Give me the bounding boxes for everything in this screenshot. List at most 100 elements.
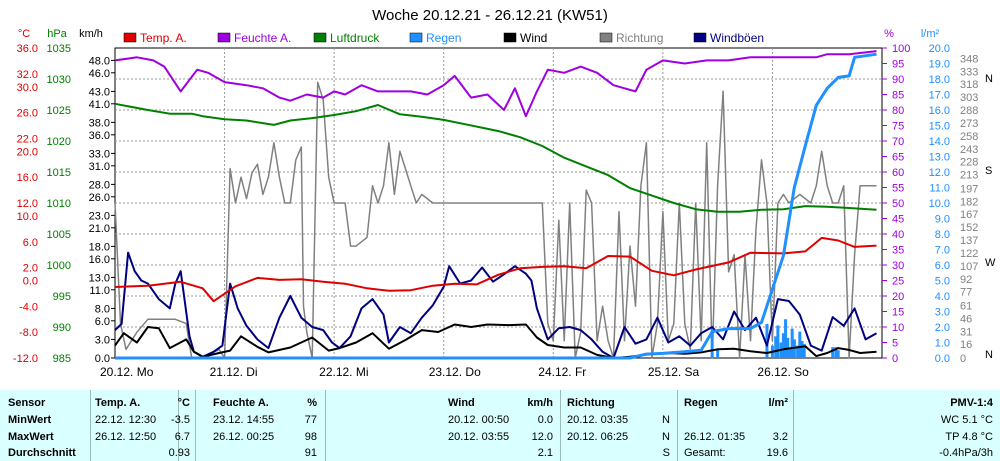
wind-max-value: 12.0 xyxy=(531,431,553,443)
direction-tick-label: 333 xyxy=(960,66,978,78)
direction-letter: N xyxy=(985,73,993,85)
rain-tick-label: 6.0 xyxy=(935,260,950,272)
x-tick-label: 21.12. Di xyxy=(210,365,258,379)
direction-letter: S xyxy=(985,165,992,177)
humidity-tick-label: 0 xyxy=(892,353,898,365)
legend-label: Windböen xyxy=(710,31,764,45)
rain-tick-label: 17.0 xyxy=(929,90,950,102)
wind-tick-label: 13.0 xyxy=(89,272,110,284)
hum-min-time: 23.12. 14:55 xyxy=(213,414,275,426)
humidity-tick-label: 25 xyxy=(892,276,904,288)
direction-tick-label: 31 xyxy=(960,326,972,338)
humidity-tick-label: 65 xyxy=(892,152,904,164)
dir-max-value: N xyxy=(662,431,670,443)
humidity-tick-label: 75 xyxy=(892,121,904,133)
wind-tick-label: 8.0 xyxy=(95,303,110,315)
durchschnitt-label: Durchschnitt xyxy=(8,447,76,459)
direction-tick-label: 61 xyxy=(960,300,972,312)
legend-label: Temp. A. xyxy=(140,31,187,45)
hum-avg-value: 91 xyxy=(304,447,317,459)
series-wind xyxy=(114,323,877,359)
legend-swatch xyxy=(693,32,707,43)
humidity-tick-label: 50 xyxy=(892,198,904,210)
wind-tick-label: 33.0 xyxy=(89,148,110,160)
temp-tick-label: 30.0 xyxy=(17,82,38,94)
rain-tick-label: 2.0 xyxy=(935,322,950,334)
series-windböen xyxy=(114,251,877,359)
direction-tick-label: 16 xyxy=(960,339,972,351)
wind-axis-unit: km/h xyxy=(79,28,103,40)
wind-unit: km/h xyxy=(527,397,553,409)
pressure-tick-label: 1020 xyxy=(47,136,71,148)
direction-tick-label: 288 xyxy=(960,105,978,117)
legend-swatch xyxy=(313,32,327,43)
direction-tick-label: 182 xyxy=(960,196,978,208)
rain-tick-label: 0.0 xyxy=(935,353,950,365)
direction-tick-label: 273 xyxy=(960,118,978,130)
rain-tick-label: 14.0 xyxy=(929,136,950,148)
humidity-tick-label: 55 xyxy=(892,183,904,195)
direction-tick-label: 92 xyxy=(960,274,972,286)
rain-rate-bar xyxy=(831,347,835,358)
wind-tick-label: 41.0 xyxy=(89,99,110,111)
x-tick-label: 23.12. Do xyxy=(429,365,481,379)
summary-panel: Sensor MinWert MaxWert Durchschnitt Temp… xyxy=(0,390,1000,461)
direction-tick-label: 137 xyxy=(960,235,978,247)
legend-label: Regen xyxy=(426,31,461,45)
rain-rate-bar xyxy=(765,323,769,358)
temp-tick-label: 26.0 xyxy=(17,108,38,120)
legend-swatch xyxy=(123,32,137,43)
direction-tick-label: 167 xyxy=(960,209,978,221)
legend-swatch xyxy=(599,32,613,43)
rain-tick-label: 8.0 xyxy=(935,229,950,241)
rain-header: Regen xyxy=(684,397,718,409)
pressure-tick-label: 1030 xyxy=(47,74,71,86)
humidity-tick-label: 5 xyxy=(892,338,898,350)
wind-tick-label: 23.0 xyxy=(89,210,110,222)
legend-swatch xyxy=(409,32,423,43)
humidity-tick-label: 100 xyxy=(892,43,910,55)
temp-tick-label: 22.0 xyxy=(17,133,38,145)
pressure-tick-label: 1015 xyxy=(47,167,71,179)
pressure-tick-label: 1025 xyxy=(47,105,71,117)
temp-tick-label: 20.0 xyxy=(17,146,38,158)
temp-axis-unit: °C xyxy=(18,28,30,40)
rain-tick-label: 12.0 xyxy=(929,167,950,179)
series-temp-a xyxy=(114,236,877,303)
rain-rate-bar xyxy=(781,333,785,358)
hum-max-time: 26.12. 00:25 xyxy=(213,431,275,443)
direction-tick-label: 228 xyxy=(960,157,978,169)
wind-tick-label: 11.0 xyxy=(89,285,110,297)
rain-rate-bar xyxy=(710,333,714,358)
rain-total-value: 19.6 xyxy=(766,447,788,459)
wind-avg-value: 2.1 xyxy=(537,447,553,459)
pressure-tick-label: 985 xyxy=(53,353,71,365)
legend-label: Wind xyxy=(520,31,547,45)
sensor-header: Sensor xyxy=(8,397,46,409)
temp-max-value: 6.7 xyxy=(174,431,190,443)
temp-tick-label: 12.0 xyxy=(17,198,38,210)
wind-tick-label: 0.0 xyxy=(95,353,110,365)
rain-tick-label: 7.0 xyxy=(935,245,950,257)
dir-header: Richtung xyxy=(567,397,615,409)
direction-tick-label: 318 xyxy=(960,79,978,91)
humidity-axis-unit: % xyxy=(884,28,894,40)
hum-max-value: 98 xyxy=(304,431,317,443)
temp-min-value: -3.5 xyxy=(171,414,190,426)
wind-tick-label: 3.0 xyxy=(95,334,110,346)
chart-title: Woche 20.12.21 - 26.12.21 (KW51) xyxy=(372,7,608,24)
wind-tick-label: 26.0 xyxy=(89,192,110,204)
direction-tick-label: 197 xyxy=(960,183,978,195)
rain-tick-label: 3.0 xyxy=(935,307,950,319)
rain-rate-bar xyxy=(798,331,802,358)
rain-rate-bar xyxy=(784,319,788,358)
humidity-tick-label: 15 xyxy=(892,307,904,319)
temp-tick-label: 0.0 xyxy=(23,276,38,288)
wind-tick-label: 18.0 xyxy=(89,241,110,253)
legend-label: Feuchte A. xyxy=(234,31,291,45)
pressure-tick-label: 990 xyxy=(53,322,71,334)
direction-tick-label: 303 xyxy=(960,92,978,104)
rain-tick-label: 19.0 xyxy=(929,59,950,71)
series xyxy=(114,50,877,360)
pressure-tick-label: 1035 xyxy=(47,43,71,55)
